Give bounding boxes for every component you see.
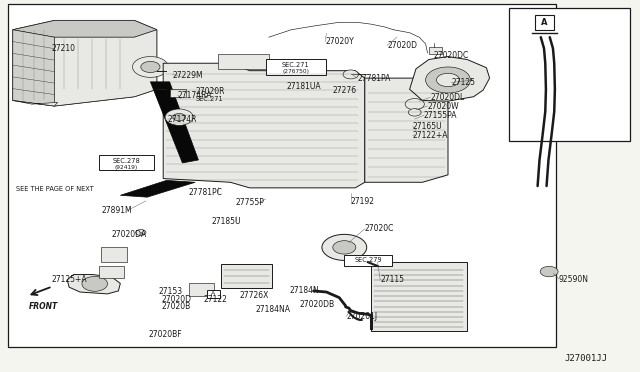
Text: FRONT: FRONT <box>29 302 58 311</box>
Text: (92419): (92419) <box>115 164 138 170</box>
Circle shape <box>540 266 558 277</box>
Polygon shape <box>13 30 54 106</box>
Circle shape <box>426 67 470 93</box>
Text: SEC.278: SEC.278 <box>112 158 140 164</box>
Text: 27229M: 27229M <box>173 71 204 80</box>
Text: 27020R: 27020R <box>195 87 225 96</box>
Text: 27891M: 27891M <box>101 206 132 215</box>
Circle shape <box>173 113 186 121</box>
Text: 27781PA: 27781PA <box>357 74 390 83</box>
Text: A: A <box>211 291 215 296</box>
Bar <box>429 47 442 54</box>
Text: 27184N: 27184N <box>289 286 319 295</box>
Polygon shape <box>13 20 157 37</box>
Text: 27165U: 27165U <box>413 122 442 131</box>
Text: 27020W: 27020W <box>428 102 459 110</box>
Bar <box>266 59 326 75</box>
Bar <box>371 262 467 331</box>
Circle shape <box>136 230 146 235</box>
Text: 27781PC: 27781PC <box>189 188 223 197</box>
Text: 27122+A: 27122+A <box>413 131 448 140</box>
Text: (276750): (276750) <box>282 69 309 74</box>
Polygon shape <box>13 100 58 106</box>
Text: 27125+A: 27125+A <box>51 275 87 284</box>
Text: 27020DC: 27020DC <box>434 51 469 60</box>
Polygon shape <box>150 82 198 163</box>
Text: 27020B: 27020B <box>161 302 191 311</box>
Text: SEE THE PAGE OF NEXT: SEE THE PAGE OF NEXT <box>16 186 93 192</box>
Text: 27153: 27153 <box>158 287 182 296</box>
Circle shape <box>333 241 356 254</box>
Text: 27276: 27276 <box>333 86 357 94</box>
Circle shape <box>132 57 168 77</box>
Text: 27155PA: 27155PA <box>424 111 457 120</box>
Circle shape <box>322 234 367 260</box>
Text: 27174R: 27174R <box>168 115 197 124</box>
Bar <box>207 290 220 298</box>
Polygon shape <box>163 63 365 188</box>
Text: 27020C: 27020C <box>365 224 394 233</box>
Bar <box>99 266 124 278</box>
Text: 92590N: 92590N <box>559 275 589 283</box>
Circle shape <box>343 70 358 79</box>
Bar <box>218 54 269 69</box>
Polygon shape <box>120 180 195 197</box>
Bar <box>170 89 186 97</box>
Text: 27726X: 27726X <box>240 291 269 300</box>
Text: 27020DA: 27020DA <box>112 230 147 239</box>
Circle shape <box>82 276 108 291</box>
Circle shape <box>436 73 460 87</box>
Text: 27174RA: 27174RA <box>178 91 212 100</box>
Bar <box>344 255 392 266</box>
Text: 27185U: 27185U <box>211 217 241 226</box>
Text: 27122: 27122 <box>204 295 227 304</box>
Text: 27192: 27192 <box>351 198 375 206</box>
Text: 27115: 27115 <box>380 275 404 284</box>
Text: 27755P: 27755P <box>236 198 264 207</box>
Polygon shape <box>13 20 157 106</box>
Circle shape <box>408 109 421 116</box>
Text: 27181UA: 27181UA <box>287 82 321 91</box>
Text: J27001JJ: J27001JJ <box>564 354 607 363</box>
Circle shape <box>141 61 160 73</box>
Text: 270201J: 270201J <box>346 312 378 321</box>
Text: 27210: 27210 <box>51 44 76 53</box>
Bar <box>99 155 154 170</box>
Polygon shape <box>365 78 448 182</box>
Text: 27020Y: 27020Y <box>325 37 354 46</box>
Circle shape <box>165 109 193 125</box>
Text: 27184NA: 27184NA <box>256 305 291 314</box>
Bar <box>509 8 630 141</box>
Polygon shape <box>67 275 120 294</box>
Text: SEC.279: SEC.279 <box>355 257 383 263</box>
Bar <box>221 264 272 288</box>
Text: 27020D: 27020D <box>161 295 191 304</box>
Text: 27020DB: 27020DB <box>300 300 335 309</box>
Bar <box>535 15 554 30</box>
Bar <box>101 247 127 262</box>
Polygon shape <box>410 57 490 101</box>
Text: 27020D: 27020D <box>387 41 417 50</box>
Text: 27020BF: 27020BF <box>148 330 182 339</box>
Text: A: A <box>541 18 548 27</box>
Text: 27020DL: 27020DL <box>430 93 465 102</box>
Bar <box>8 4 556 347</box>
Polygon shape <box>54 30 157 106</box>
Text: SEC.271: SEC.271 <box>195 96 223 102</box>
Text: 27125: 27125 <box>451 78 475 87</box>
Bar <box>189 283 214 296</box>
Text: SEC.271: SEC.271 <box>282 62 310 68</box>
Circle shape <box>405 99 424 110</box>
